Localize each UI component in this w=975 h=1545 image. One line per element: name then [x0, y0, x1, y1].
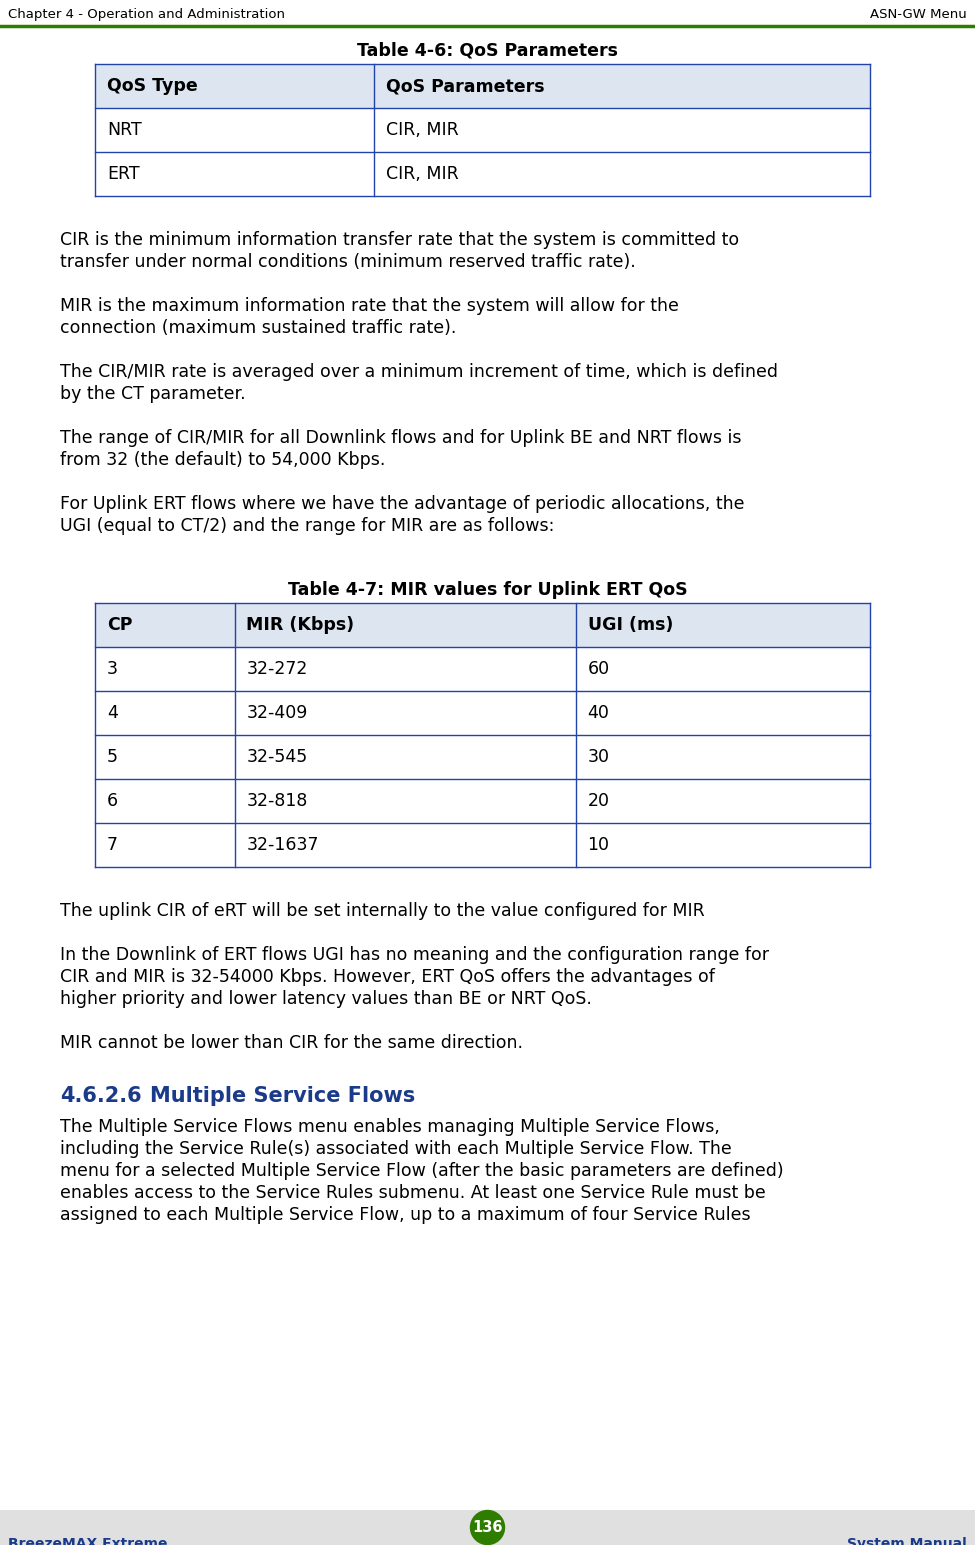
Text: NRT: NRT [107, 121, 141, 139]
Text: 5: 5 [107, 748, 118, 766]
Text: The CIR/MIR rate is averaged over a minimum increment of time, which is defined: The CIR/MIR rate is averaged over a mini… [60, 363, 778, 382]
Text: 4.6.2.6: 4.6.2.6 [60, 1086, 141, 1106]
Text: The range of CIR/MIR for all Downlink flows and for Uplink BE and NRT flows is: The range of CIR/MIR for all Downlink fl… [60, 430, 742, 447]
Bar [95, 63, 870, 196]
Text: The Multiple Service Flows menu enables managing Multiple Service Flows,: The Multiple Service Flows menu enables … [60, 1119, 720, 1136]
Circle shape [471, 1511, 504, 1545]
Text: enables access to the Service Rules submenu. At least one Service Rule must be: enables access to the Service Rules subm… [60, 1183, 765, 1202]
Text: 6: 6 [107, 793, 118, 810]
Text: ERT: ERT [107, 165, 139, 182]
Text: by the CT parameter.: by the CT parameter. [60, 385, 246, 403]
Text: QoS Parameters: QoS Parameters [386, 77, 545, 94]
Text: QoS Type: QoS Type [107, 77, 198, 94]
Text: 7: 7 [107, 836, 118, 854]
Text: 10: 10 [588, 836, 609, 854]
Text: CIR, MIR: CIR, MIR [386, 121, 459, 139]
Bar [95, 63, 870, 108]
Text: 32-409: 32-409 [247, 705, 308, 722]
Text: UGI (ms): UGI (ms) [588, 616, 673, 633]
Text: connection (maximum sustained traffic rate).: connection (maximum sustained traffic ra… [60, 318, 456, 337]
Text: 32-1637: 32-1637 [247, 836, 319, 854]
Text: menu for a selected Multiple Service Flow (after the basic parameters are define: menu for a selected Multiple Service Flo… [60, 1162, 784, 1180]
Text: For Uplink ERT flows where we have the advantage of periodic allocations, the: For Uplink ERT flows where we have the a… [60, 494, 745, 513]
Text: 32-545: 32-545 [247, 748, 308, 766]
Text: Multiple Service Flows: Multiple Service Flows [150, 1086, 415, 1106]
Text: assigned to each Multiple Service Flow, up to a maximum of four Service Rules: assigned to each Multiple Service Flow, … [60, 1207, 751, 1224]
Text: 4: 4 [107, 705, 118, 722]
Bar [0, 1509, 975, 1545]
Text: CIR is the minimum information transfer rate that the system is committed to: CIR is the minimum information transfer … [60, 232, 739, 249]
Text: MIR (Kbps): MIR (Kbps) [247, 616, 355, 633]
Text: UGI (equal to CT/2) and the range for MIR are as follows:: UGI (equal to CT/2) and the range for MI… [60, 518, 555, 535]
Text: including the Service Rule(s) associated with each Multiple Service Flow. The: including the Service Rule(s) associated… [60, 1140, 732, 1159]
Text: CIR and MIR is 32-54000 Kbps. However, ERT QoS offers the advantages of: CIR and MIR is 32-54000 Kbps. However, E… [60, 969, 715, 986]
Text: ASN-GW Menu: ASN-GW Menu [871, 8, 967, 22]
Text: 32-272: 32-272 [247, 660, 308, 678]
Text: 20: 20 [588, 793, 609, 810]
Text: 30: 30 [588, 748, 609, 766]
Text: higher priority and lower latency values than BE or NRT QoS.: higher priority and lower latency values… [60, 990, 592, 1007]
Bar [95, 603, 870, 867]
Bar [95, 603, 870, 647]
Text: CIR, MIR: CIR, MIR [386, 165, 459, 182]
Text: 40: 40 [588, 705, 609, 722]
Text: transfer under normal conditions (minimum reserved traffic rate).: transfer under normal conditions (minimu… [60, 253, 636, 270]
Text: CP: CP [107, 616, 133, 633]
Text: In the Downlink of ERT flows UGI has no meaning and the configuration range for: In the Downlink of ERT flows UGI has no … [60, 946, 769, 964]
Text: 136: 136 [472, 1520, 503, 1536]
Text: The uplink CIR of eRT will be set internally to the value configured for MIR: The uplink CIR of eRT will be set intern… [60, 902, 705, 919]
Text: Table 4-7: MIR values for Uplink ERT QoS: Table 4-7: MIR values for Uplink ERT QoS [288, 581, 687, 599]
Text: 3: 3 [107, 660, 118, 678]
Text: 32-818: 32-818 [247, 793, 308, 810]
Text: 60: 60 [588, 660, 609, 678]
Text: Chapter 4 - Operation and Administration: Chapter 4 - Operation and Administration [8, 8, 285, 22]
Text: System Manual: System Manual [847, 1537, 967, 1545]
Text: MIR cannot be lower than CIR for the same direction.: MIR cannot be lower than CIR for the sam… [60, 1034, 523, 1052]
Text: BreezeMAX Extreme: BreezeMAX Extreme [8, 1537, 168, 1545]
Text: from 32 (the default) to 54,000 Kbps.: from 32 (the default) to 54,000 Kbps. [60, 451, 385, 470]
Text: MIR is the maximum information rate that the system will allow for the: MIR is the maximum information rate that… [60, 297, 679, 315]
Text: Table 4-6: QoS Parameters: Table 4-6: QoS Parameters [357, 42, 618, 60]
